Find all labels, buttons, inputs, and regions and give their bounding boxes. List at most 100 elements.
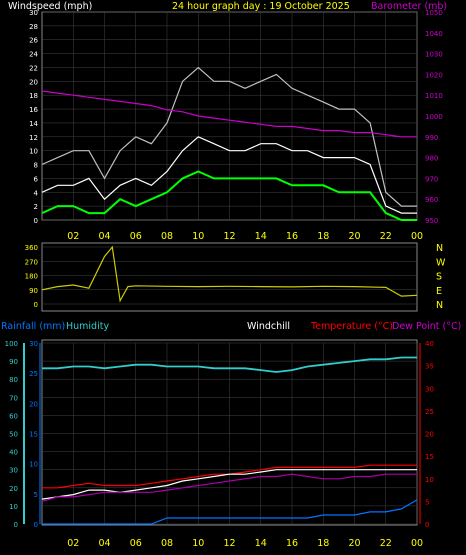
- rain-y-tick: 0: [34, 521, 38, 529]
- x-tick-top: 02: [67, 231, 79, 242]
- series-humidity: [42, 356, 417, 373]
- compass-label: N: [436, 300, 443, 311]
- wind-y-tick: 18: [29, 92, 38, 100]
- rain-y-tick: 15: [29, 431, 38, 439]
- dir-y-tick: 0: [34, 301, 38, 309]
- baro-y-tick: 950: [425, 217, 438, 225]
- chart-title: 24 hour graph day : 19 October 2025: [172, 1, 350, 12]
- dir-y-tick: 270: [25, 258, 38, 266]
- dir-y-tick: 360: [25, 244, 38, 252]
- series-average: [41, 170, 417, 221]
- x-tick-bottom: 18: [317, 538, 329, 549]
- humidity-y-tick: 10: [9, 503, 18, 511]
- x-tick-top: 20: [348, 231, 360, 242]
- baro-y-tick: 1000: [425, 113, 443, 121]
- wind-y-tick: 20: [29, 78, 38, 86]
- windchill-label: Windchill: [247, 321, 290, 332]
- x-tick-bottom: 04: [98, 538, 110, 549]
- x-tick-top: 16: [286, 231, 298, 242]
- x-tick-bottom: 14: [255, 538, 267, 549]
- x-tick-bottom: 06: [130, 538, 142, 549]
- temp-y-tick: 10: [425, 476, 434, 484]
- baro-y-tick: 1030: [425, 51, 443, 59]
- baro-y-tick: 960: [425, 196, 438, 204]
- wind-y-tick: 0: [34, 217, 38, 225]
- x-tick-bottom: 00: [411, 538, 423, 549]
- humidity-y-tick: 90: [9, 358, 18, 366]
- compass-label: E: [436, 286, 442, 297]
- wind-y-tick: 24: [29, 51, 38, 59]
- rain-y-tick: 20: [29, 400, 38, 408]
- humidity-y-tick: 60: [9, 412, 18, 420]
- direction-panel: [41, 242, 418, 312]
- humidity-y-tick: 30: [9, 467, 18, 475]
- wind-y-tick: 6: [34, 175, 39, 183]
- wind-y-tick: 12: [29, 134, 38, 142]
- humidity-y-tick: 0: [14, 521, 18, 529]
- series-dew-point-c-: [41, 473, 417, 502]
- baro-y-tick: 980: [425, 155, 438, 163]
- humidity-y-tick: 50: [9, 431, 18, 439]
- wind-y-tick: 30: [29, 9, 38, 17]
- wind-y-tick: 16: [29, 106, 38, 114]
- dir-y-tick: 180: [25, 273, 38, 281]
- x-tick-bottom: 02: [67, 538, 79, 549]
- dir-y-tick: 90: [29, 287, 38, 295]
- wind-y-tick: 10: [29, 148, 38, 156]
- humidity-label: Humidity: [66, 321, 109, 332]
- temp-y-tick: 20: [425, 431, 434, 439]
- compass-label: N: [436, 243, 443, 254]
- baro-y-tick: 1010: [425, 92, 443, 100]
- x-tick-bottom: 22: [380, 538, 392, 549]
- baro-y-tick: 1020: [425, 71, 443, 79]
- baro-y-tick: 1050: [425, 9, 443, 17]
- series-rainfall-mm-: [42, 499, 418, 525]
- wind-y-tick: 8: [34, 162, 38, 170]
- x-tick-top: 04: [98, 231, 110, 242]
- x-tick-bottom: 12: [223, 538, 235, 549]
- x-tick-bottom: 20: [348, 538, 360, 549]
- x-tick-top: 14: [255, 231, 267, 242]
- temp-y-tick: 25: [425, 408, 434, 416]
- x-tick-top: 06: [130, 231, 142, 242]
- humidity-y-tick: 100: [5, 340, 18, 348]
- rain-y-tick: 30: [29, 340, 38, 348]
- x-tick-bottom: 10: [192, 538, 204, 549]
- windspeed-label: Windspeed (mph): [8, 1, 92, 12]
- rain-y-tick: 10: [29, 461, 38, 469]
- humidity-y-tick: 20: [9, 485, 18, 493]
- wind-y-tick: 26: [29, 37, 38, 45]
- rainfall-label: Rainfall (mm): [1, 321, 65, 332]
- x-tick-top: 08: [161, 231, 173, 242]
- x-tick-top: 10: [192, 231, 204, 242]
- x-tick-top: 00: [411, 231, 423, 242]
- rain-y-tick: 5: [34, 491, 38, 499]
- compass-label: W: [436, 257, 446, 268]
- humidity-y-tick: 70: [9, 394, 18, 402]
- temperature-label: Temperature (°C): [310, 321, 393, 332]
- humidity-y-tick: 40: [9, 449, 18, 457]
- x-tick-top: 18: [317, 231, 329, 242]
- compass-label: S: [436, 272, 442, 283]
- series-gust: [41, 66, 417, 207]
- wind-y-tick: 28: [29, 23, 38, 31]
- x-tick-bottom: 16: [286, 538, 298, 549]
- baro-y-tick: 1040: [425, 30, 443, 38]
- humidity-y-tick: 80: [9, 376, 18, 384]
- temp-y-tick: 40: [425, 340, 434, 348]
- baro-y-tick: 990: [425, 134, 438, 142]
- dewpoint-label: Dew Point (°C): [392, 321, 461, 332]
- rain-y-tick: 25: [29, 370, 38, 378]
- temp-y-tick: 15: [425, 453, 434, 461]
- x-tick-bottom: 08: [161, 538, 173, 549]
- baro-y-tick: 970: [425, 175, 438, 183]
- temp-y-tick: 30: [425, 385, 434, 393]
- temp-y-tick: 0: [425, 521, 429, 529]
- series-windspeed-mph-: [41, 136, 417, 214]
- wind-y-tick: 14: [29, 120, 38, 128]
- wind-y-tick: 4: [34, 189, 39, 197]
- temp-y-tick: 35: [425, 363, 434, 371]
- x-tick-top: 12: [223, 231, 235, 242]
- series-windchill: [41, 469, 417, 500]
